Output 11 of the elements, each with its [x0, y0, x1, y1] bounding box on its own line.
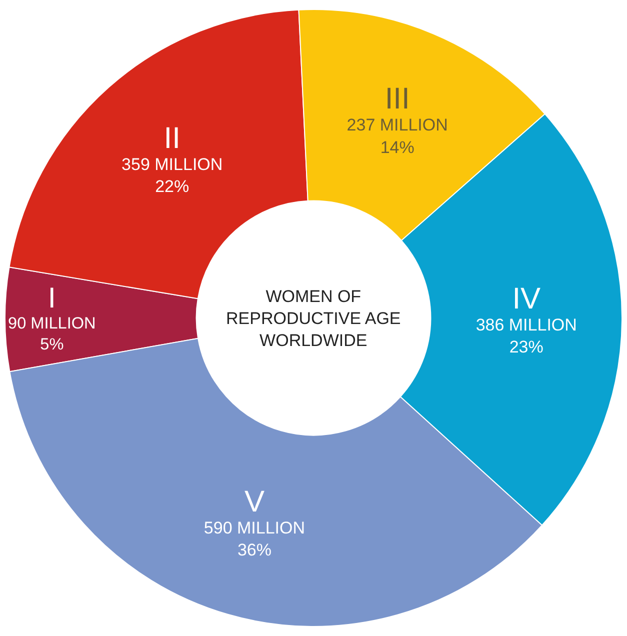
- data-label: 386 MILLION 23%: [476, 315, 577, 357]
- slice-label: IV: [512, 282, 541, 316]
- slice-label: I: [48, 282, 56, 314]
- text: WOMEN OF REPRODUCTIVE AGE WORLDWIDE: [226, 287, 401, 350]
- slice-label: III: [384, 82, 410, 116]
- data-label: 90 MILLION 5%: [8, 314, 96, 354]
- data-label: 237 MILLION 14%: [346, 116, 448, 157]
- slice-label: II: [164, 122, 180, 155]
- data-label: 590 MILLION 36%: [204, 518, 306, 560]
- slice-label: V: [244, 485, 264, 518]
- data-label: 359 MILLION 22%: [122, 154, 223, 196]
